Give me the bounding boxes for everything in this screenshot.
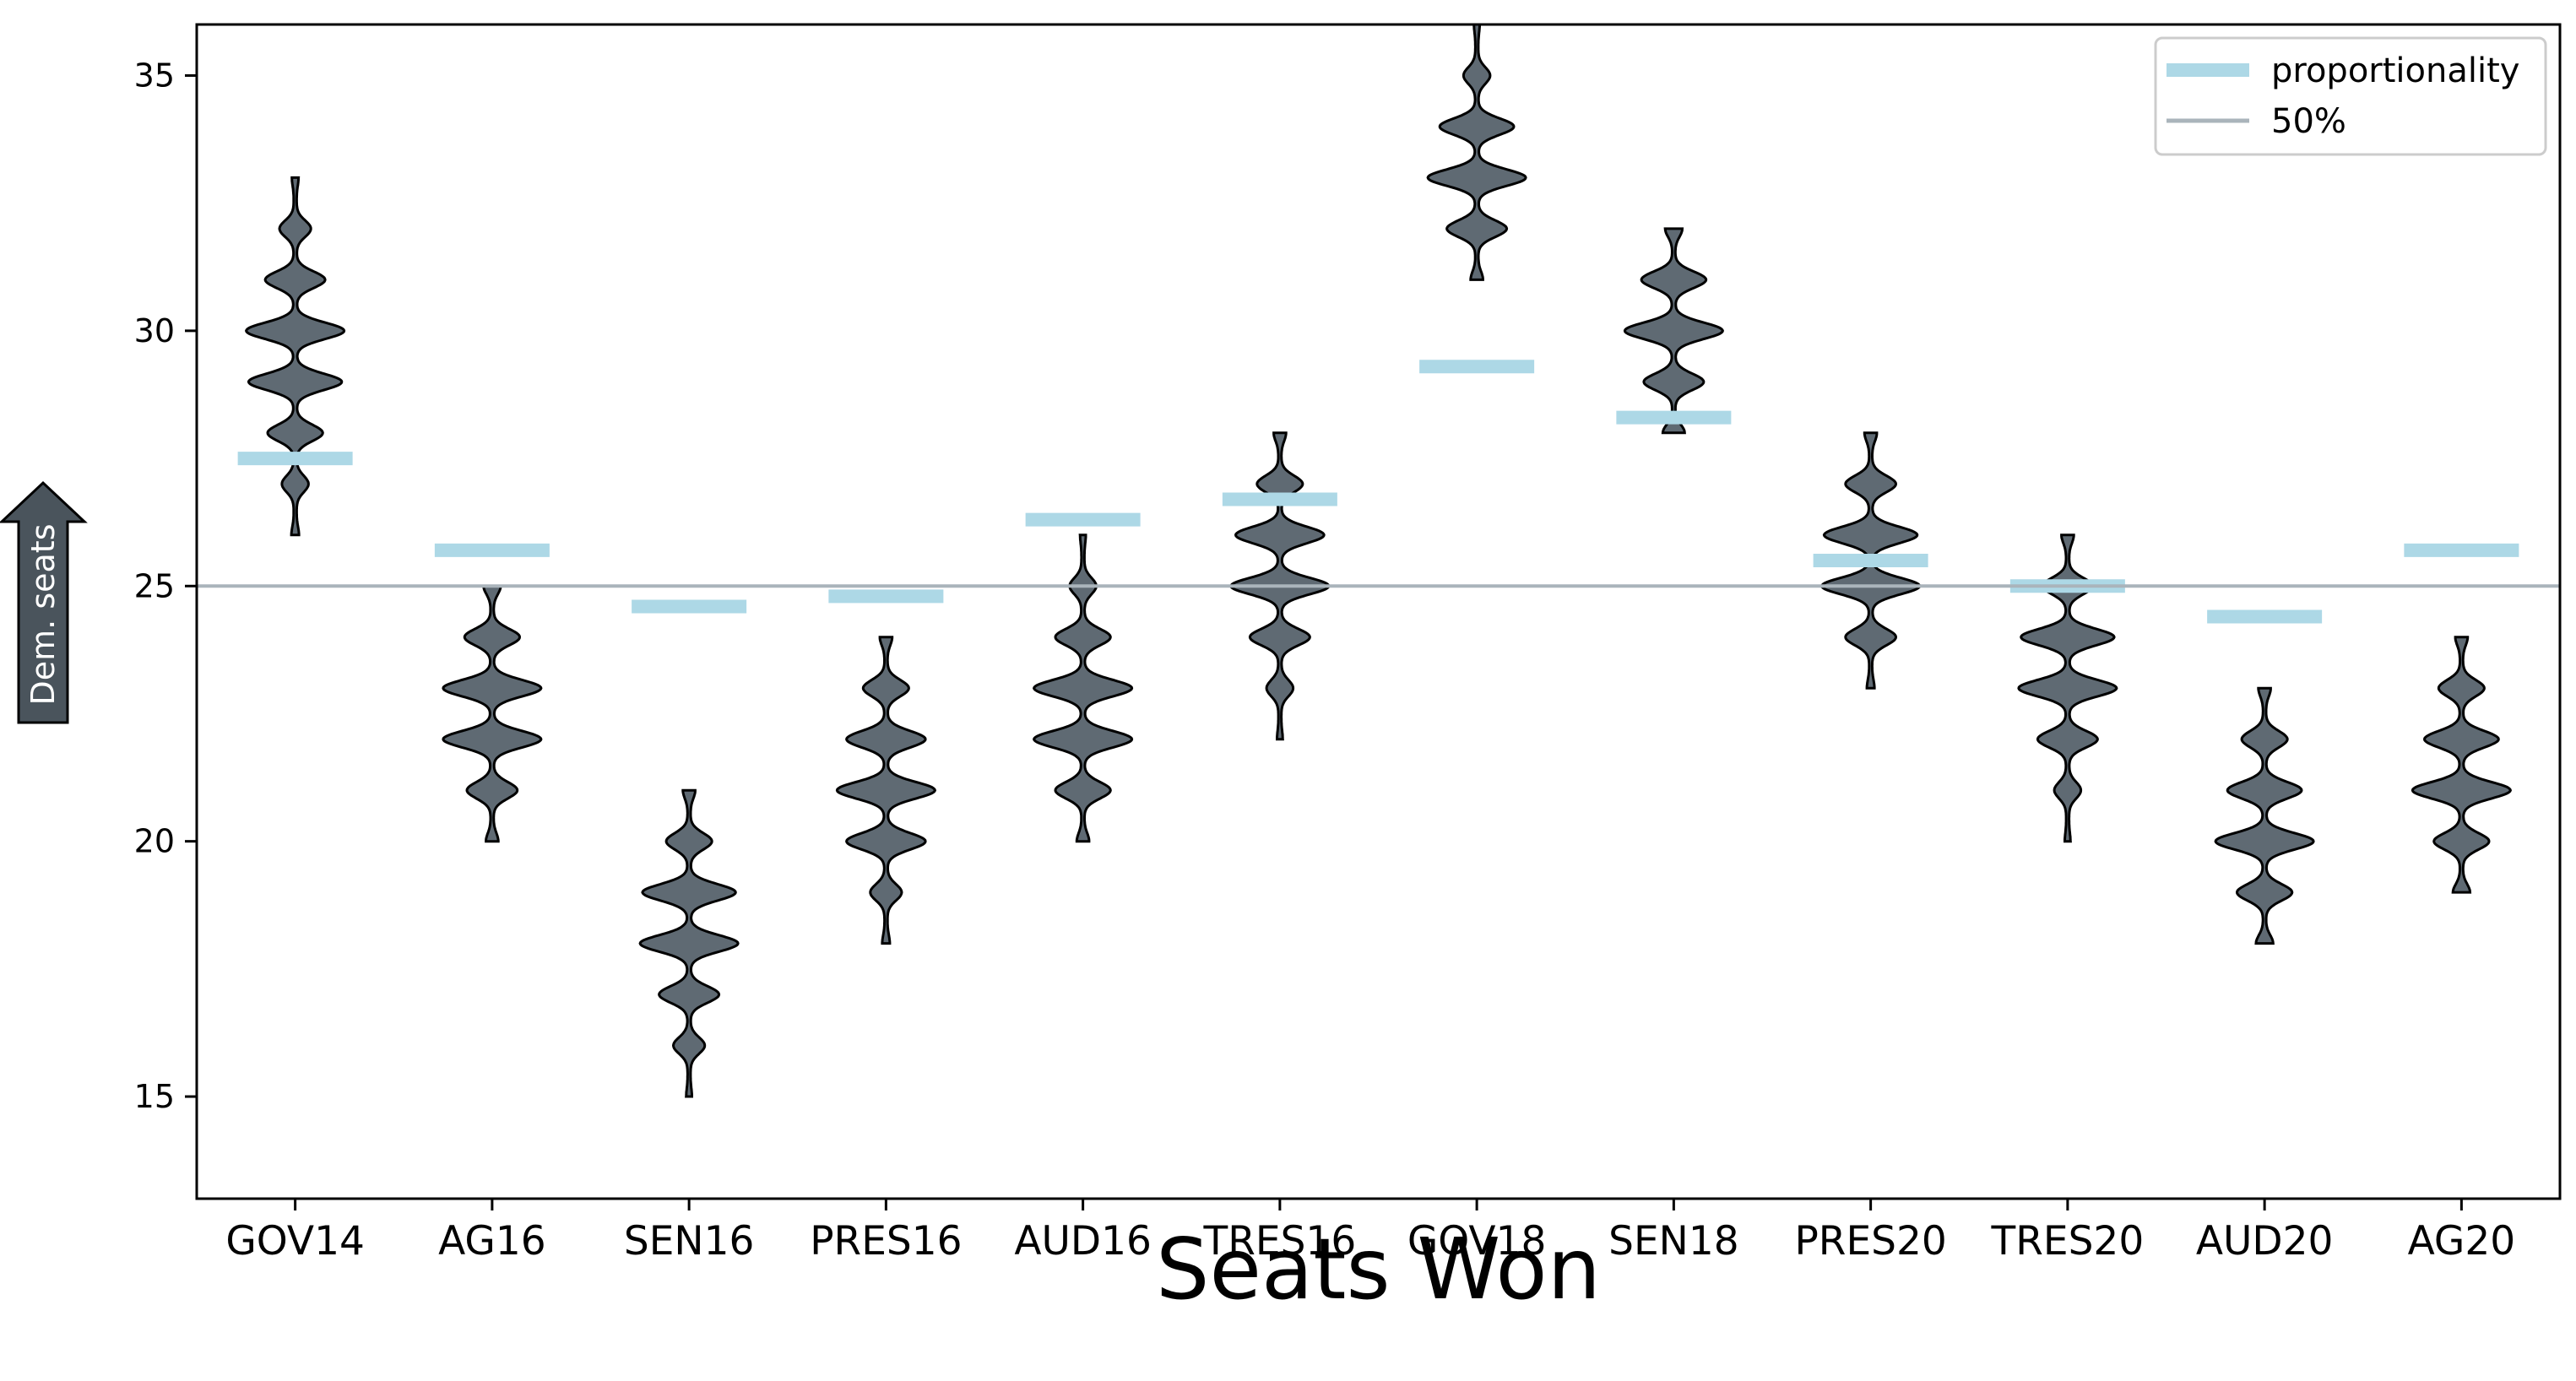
proportionality-markers <box>237 360 2519 624</box>
violin-aud16 <box>1032 533 1134 843</box>
violins-layer <box>244 23 2513 1098</box>
y-tick-label: 30 <box>134 312 175 349</box>
violin-ag20 <box>2411 636 2513 894</box>
x-tick-label: TRES16 <box>1203 1218 1357 1265</box>
y-axis: 15 20 25 30 35 <box>134 57 197 1115</box>
x-tick-label: SEN16 <box>624 1218 755 1265</box>
x-axis-label: Seats Won <box>1156 1220 1601 1319</box>
x-tick-label: AG16 <box>438 1218 546 1265</box>
y-axis-label-arrow: Dem. seats <box>0 480 88 724</box>
violin-gov18 <box>1426 23 1527 281</box>
violin-pres16 <box>835 636 937 945</box>
violin-sen18 <box>1623 227 1725 435</box>
legend-fifty-percent-label: 50% <box>2271 102 2346 141</box>
arrow-up-icon <box>0 480 88 724</box>
violin-tres20 <box>2017 533 2118 843</box>
violin-ag16 <box>442 584 543 843</box>
y-tick-label: 25 <box>134 567 175 604</box>
violin-gov14 <box>244 176 346 537</box>
legend-proportionality-label: proportionality <box>2271 51 2519 90</box>
x-tick-label: GOV18 <box>1407 1218 1547 1265</box>
x-tick-label: AUD16 <box>1014 1218 1152 1265</box>
y-tick-label: 35 <box>134 57 175 94</box>
y-tick-label: 20 <box>134 823 175 860</box>
x-axis: GOV14 AG16 SEN16 PRES16 AUD16 TRES16 GOV18 SEN1… <box>225 1199 2515 1265</box>
violin-sen16 <box>638 788 740 1098</box>
x-tick-label: TRES20 <box>1991 1218 2145 1265</box>
y-tick-label: 15 <box>134 1078 175 1115</box>
x-tick-label: PRES20 <box>1794 1218 1946 1265</box>
violin-aud20 <box>2214 686 2315 945</box>
x-tick-label: AUD20 <box>2196 1218 2334 1265</box>
y-axis-label: Dem. seats <box>24 524 62 706</box>
x-tick-label: SEN18 <box>1608 1218 1739 1265</box>
x-tick-label: PRES16 <box>810 1218 962 1265</box>
axes-frame <box>195 23 2562 1200</box>
legend: proportionality 50% <box>2154 36 2547 156</box>
legend-box <box>2154 36 2547 156</box>
x-tick-label: AG20 <box>2408 1218 2516 1265</box>
x-tick-label: GOV14 <box>225 1218 365 1265</box>
